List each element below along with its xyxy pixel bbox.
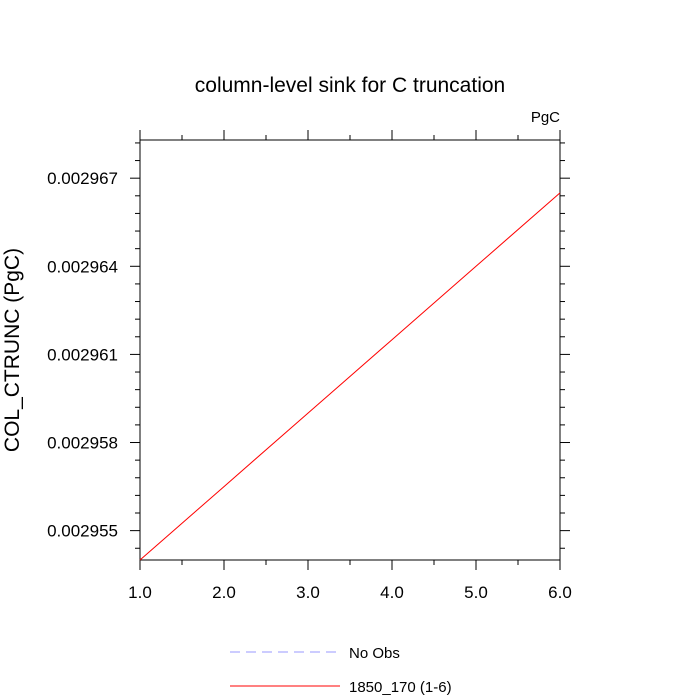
x-tick-label: 5.0 [464,583,488,602]
plot-frame [139,139,561,561]
axis-ticks [130,130,570,570]
y-tick-label: 0.002964 [47,257,118,276]
x-tick-label: 4.0 [380,583,404,602]
axis-tick-labels: 1.0 2.0 3.0 4.0 5.0 6.0 0.002955 0.002958 0.0029… [47,169,572,602]
chart-title: column-level sink for C truncation [195,74,505,97]
legend-label: No Obs [349,645,400,662]
x-tick-label: 1.0 [128,583,152,602]
series-line [139,192,561,561]
units-label: PgC [531,109,560,126]
x-tick-label: 2.0 [212,583,236,602]
y-tick-label: 0.002955 [47,522,118,541]
y-tick-label: 0.002958 [47,434,118,453]
legend-label: 1850_170 (1-6) [349,679,452,696]
x-tick-label: 3.0 [296,583,320,602]
legend: No Obs 1850_170 (1-6) [230,645,452,696]
y-tick-label: 0.002961 [47,345,118,364]
y-axis-label: COL_CTRUNC (PgC) [1,248,24,452]
y-tick-label: 0.002967 [47,169,118,188]
x-tick-label: 6.0 [548,583,572,602]
series-layer [139,192,561,561]
